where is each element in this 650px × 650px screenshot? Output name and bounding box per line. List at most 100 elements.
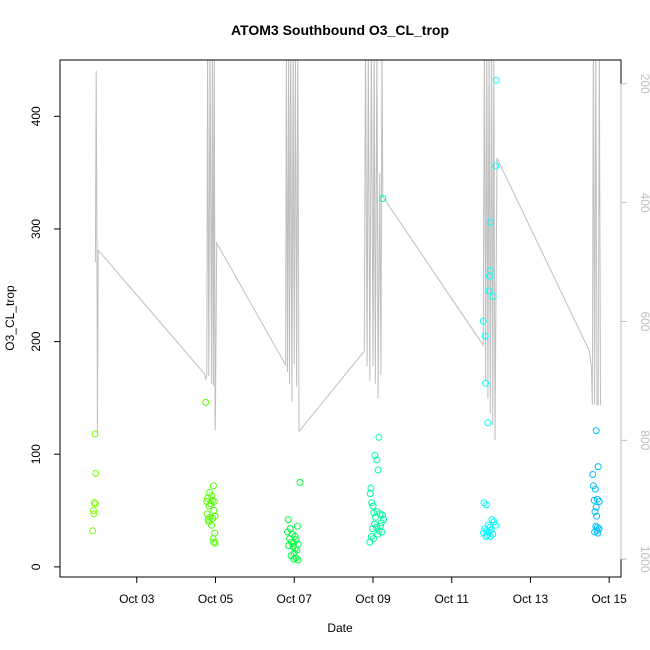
right-tick-label: 600 (638, 311, 650, 331)
right-axis: 200 400 600 800 1000 (620, 74, 650, 573)
data-point (375, 433, 383, 441)
data-point (368, 499, 376, 507)
x-tick-label: Oct 05 (198, 592, 234, 606)
data-point (210, 538, 218, 546)
data-point (487, 526, 495, 534)
data-point (595, 525, 603, 533)
data-point (591, 485, 599, 493)
y-tick-label: 200 (29, 331, 43, 351)
data-point (487, 218, 495, 226)
data-point (489, 530, 497, 538)
right-tick-label: 400 (638, 193, 650, 213)
data-point (486, 533, 494, 540)
y-tick-label: 300 (29, 219, 43, 239)
data-point (202, 398, 210, 406)
data-point (592, 503, 600, 511)
data-point (91, 500, 99, 508)
data-point (481, 332, 489, 340)
x-tick-label: Oct 11 (434, 592, 469, 606)
pressure-track (94, 60, 601, 441)
data-point (294, 556, 302, 564)
pressure-track-line (94, 60, 601, 441)
data-point (482, 533, 490, 540)
data-point (379, 195, 387, 202)
data-point (296, 478, 304, 486)
y-tick-label: 100 (29, 444, 43, 464)
data-point (285, 542, 293, 549)
data-point (289, 543, 297, 551)
data-point (485, 287, 493, 295)
data-point (90, 510, 98, 518)
y-axis-label: O3_CL_trop (3, 285, 17, 351)
data-point (492, 521, 500, 529)
right-tick-label: 800 (638, 430, 650, 450)
right-tick-label: 200 (638, 74, 650, 94)
data-point (377, 519, 385, 527)
data-point (374, 466, 382, 474)
data-point (594, 463, 602, 471)
data-point (492, 162, 500, 170)
data-point (375, 527, 383, 535)
x-tick-label: Oct 03 (119, 592, 155, 606)
y-axis: 0 100 200 300 400 (29, 106, 60, 570)
data-point (369, 525, 377, 533)
data-point (91, 430, 99, 438)
data-point (594, 529, 602, 537)
chart-title: ATOM3 Southbound O3_CL_trop (231, 22, 449, 38)
data-point (208, 521, 216, 529)
data-point (90, 499, 98, 507)
x-axis: Oct 03 Oct 05 Oct 07 Oct 09 Oct 11 Oct 13 Oct … (119, 577, 627, 606)
data-points (89, 76, 603, 564)
data-point (290, 555, 298, 563)
data-point (590, 496, 598, 504)
data-point (369, 502, 377, 510)
data-point (286, 535, 293, 543)
data-point (371, 451, 379, 459)
data-point (293, 522, 301, 530)
data-point (210, 482, 217, 490)
data-point (207, 500, 215, 508)
data-point (366, 538, 374, 546)
data-point (488, 516, 496, 524)
data-point (284, 516, 292, 524)
data-point (486, 272, 493, 280)
data-point (209, 535, 217, 543)
data-point (211, 539, 219, 547)
data-point (378, 511, 386, 519)
data-point (89, 527, 97, 535)
x-tick-label: Oct 13 (513, 592, 549, 606)
right-tick-label: 1000 (638, 546, 650, 573)
data-point (366, 490, 374, 498)
data-point (490, 518, 498, 526)
data-point (482, 501, 490, 509)
data-point (591, 528, 599, 536)
data-point (480, 499, 488, 507)
x-tick-label: Oct 07 (277, 592, 313, 606)
data-point (592, 427, 600, 435)
data-point (90, 507, 97, 514)
y-tick-label: 0 (29, 563, 43, 570)
data-point (591, 508, 599, 516)
data-point (589, 471, 597, 478)
data-point (374, 530, 382, 538)
data-point (595, 498, 603, 505)
data-point (210, 498, 218, 505)
data-point (479, 317, 487, 325)
data-point (205, 502, 213, 510)
data-point (373, 456, 381, 464)
data-point (209, 514, 217, 522)
x-tick-label: Oct 15 (592, 592, 628, 606)
data-point (211, 512, 219, 520)
x-tick-label: Oct 09 (355, 592, 391, 606)
data-point (482, 379, 490, 387)
data-point (593, 512, 601, 520)
data-point (489, 293, 497, 300)
data-point (208, 492, 216, 500)
data-point (371, 513, 379, 521)
data-point (92, 469, 100, 477)
data-point (492, 76, 500, 84)
data-point (593, 495, 601, 503)
data-point (484, 419, 492, 427)
